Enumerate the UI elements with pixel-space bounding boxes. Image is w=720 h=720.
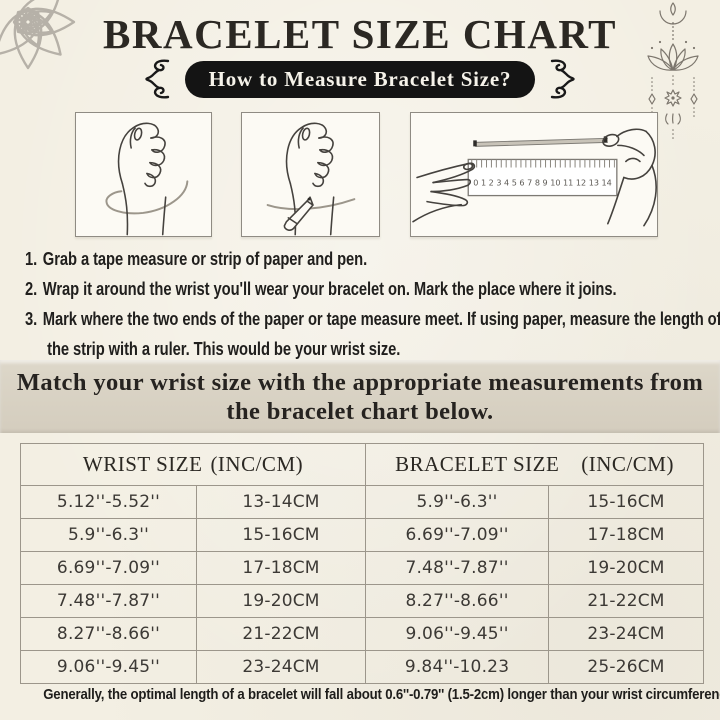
wrist-cm-cell: 15-16CM (195, 518, 367, 552)
header-label: BRACELET SIZE (395, 452, 560, 476)
table-header-row: WRIST SIZE (INC/CM) BRACELET SIZE (INC/CM) (19, 443, 705, 486)
subtitle-row: How to Measure Bracelet Size? (0, 59, 720, 99)
how-to-measure-illustrations: 0 1 2 3 4 5 6 7 8 9 10 11 12 13 14 (0, 112, 720, 237)
page-title: BRACELET SIZE CHART (103, 11, 617, 57)
instruction-step-3: 3. Mark where the two ends of the paper … (25, 304, 720, 364)
step-number: 3. (25, 309, 38, 329)
wrist-inches-cell: 7.48''-7.87'' (20, 584, 197, 618)
step-number: 1. (25, 249, 38, 269)
match-size-banner: Match your wrist size with the appropria… (0, 360, 720, 433)
step-text: Wrap it around the wrist you'll wear you… (42, 279, 617, 299)
step-number: 2. (25, 279, 38, 299)
table-row: 8.27''-8.66'' 21-22CM 9.06''-9.45'' 23-2… (20, 617, 705, 651)
wrist-cm-cell: 17-18CM (195, 551, 367, 585)
fist-tape-drawing (105, 122, 189, 236)
table-header-wrist: WRIST SIZE (INC/CM) (19, 443, 367, 486)
table-row: 7.48''-7.87'' 19-20CM 8.27''-8.66'' 21-2… (20, 584, 705, 618)
table-row: 5.12''-5.52'' 13-14CM 5.9''-6.3'' 15-16C… (20, 485, 705, 519)
wrist-inches-cell: 8.27''-8.66'' (20, 617, 197, 651)
illustration-measure-ruler: 0 1 2 3 4 5 6 7 8 9 10 11 12 13 14 (410, 112, 658, 237)
subtitle-badge: How to Measure Bracelet Size? (184, 60, 536, 98)
ruler-hands-drawing: 0 1 2 3 4 5 6 7 8 9 10 11 12 13 14 (412, 128, 657, 227)
table-row: 9.06''-9.45'' 23-24CM 9.84''-10.23 25-26… (20, 650, 705, 684)
wrist-cm-cell: 23-24CM (195, 650, 367, 684)
instruction-step-2: 2. Wrap it around the wrist you'll wear … (25, 274, 720, 304)
bracelet-cm-cell: 25-26CM (548, 650, 705, 684)
size-table: WRIST SIZE (INC/CM) BRACELET SIZE (INC/CM)… (19, 443, 705, 684)
wrist-inches-cell: 9.06''-9.45'' (20, 650, 197, 684)
wrist-inches-cell: 5.9''-6.3'' (20, 518, 197, 552)
table-row: 6.69''-7.09'' 17-18CM 7.48''-7.87'' 19-2… (20, 551, 705, 585)
bracelet-cm-cell: 23-24CM (548, 617, 705, 651)
header-label: WRIST SIZE (82, 452, 203, 476)
bracelet-cm-cell: 17-18CM (548, 518, 705, 552)
illustration-wrap-tape (75, 112, 212, 237)
wrist-inches-cell: 6.69''-7.09'' (20, 551, 197, 585)
table-header-bracelet: BRACELET SIZE (INC/CM) (365, 443, 705, 486)
table-row: 5.9''-6.3'' 15-16CM 6.69''-7.09'' 17-18C… (20, 518, 705, 552)
instruction-step-1: 1. Grab a tape measure or strip of paper… (25, 244, 720, 274)
bracelet-inches-cell: 5.9''-6.3'' (365, 485, 550, 519)
bracelet-inches-cell: 9.84''-10.23 (365, 650, 550, 684)
ruler-numbers: 0 1 2 3 4 5 6 7 8 9 10 11 12 13 14 (473, 179, 612, 188)
wrist-inches-cell: 5.12''-5.52'' (20, 485, 197, 519)
header-unit: (INC/CM) (581, 452, 674, 476)
footer-note: Generally, the optimal length of a brace… (43, 686, 720, 703)
bracelet-inches-cell: 6.69''-7.09'' (365, 518, 550, 552)
wrist-cm-cell: 13-14CM (195, 485, 367, 519)
flourish-left-icon (144, 59, 169, 99)
bracelet-inches-cell: 7.48''-7.87'' (365, 551, 550, 585)
bracelet-inches-cell: 9.06''-9.45'' (365, 617, 550, 651)
header-unit: (INC/CM) (210, 452, 304, 476)
instruction-list: 1. Grab a tape measure or strip of paper… (25, 244, 720, 364)
illustration-mark-pen (241, 112, 380, 237)
bracelet-cm-cell: 15-16CM (548, 485, 705, 519)
bracelet-cm-cell: 19-20CM (548, 551, 705, 585)
flourish-right-icon (551, 59, 576, 99)
bracelet-cm-cell: 21-22CM (548, 584, 705, 618)
bracelet-inches-cell: 8.27''-8.66'' (365, 584, 550, 618)
banner-text: Match your wrist size with the appropria… (16, 369, 704, 425)
wrist-cm-cell: 19-20CM (195, 584, 367, 618)
step-text: Grab a tape measure or strip of paper an… (42, 249, 368, 269)
step-text: Mark where the two ends of the paper or … (42, 309, 720, 359)
wrist-cm-cell: 21-22CM (195, 617, 367, 651)
fist-pen-drawing (266, 122, 356, 236)
